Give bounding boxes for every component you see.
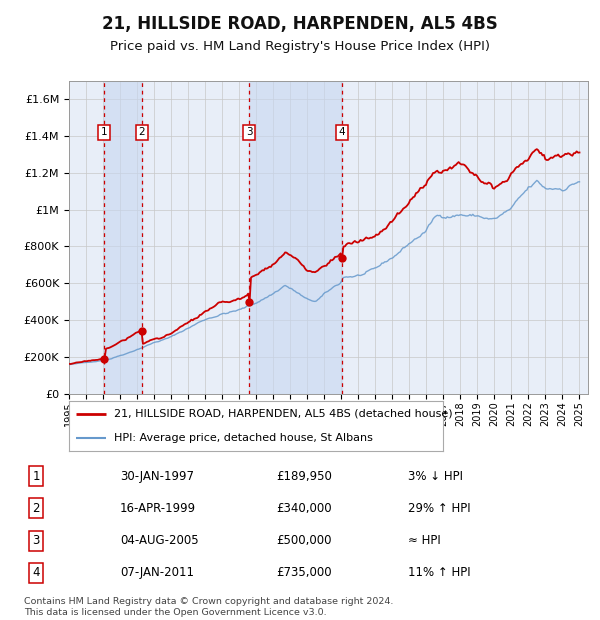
Text: 1: 1 (101, 127, 108, 137)
Text: £189,950: £189,950 (276, 470, 332, 482)
Text: Price paid vs. HM Land Registry's House Price Index (HPI): Price paid vs. HM Land Registry's House … (110, 40, 490, 53)
Text: HPI: Average price, detached house, St Albans: HPI: Average price, detached house, St A… (114, 433, 373, 443)
Text: 07-JAN-2011: 07-JAN-2011 (120, 567, 194, 579)
Text: 4: 4 (338, 127, 345, 137)
Text: 11% ↑ HPI: 11% ↑ HPI (408, 567, 470, 579)
Text: £500,000: £500,000 (276, 534, 331, 547)
Text: 04-AUG-2005: 04-AUG-2005 (120, 534, 199, 547)
Text: 30-JAN-1997: 30-JAN-1997 (120, 470, 194, 482)
Text: £735,000: £735,000 (276, 567, 332, 579)
Text: 29% ↑ HPI: 29% ↑ HPI (408, 502, 470, 515)
Text: £340,000: £340,000 (276, 502, 332, 515)
Text: 3: 3 (32, 534, 40, 547)
Text: Contains HM Land Registry data © Crown copyright and database right 2024.
This d: Contains HM Land Registry data © Crown c… (24, 598, 394, 617)
Text: 21, HILLSIDE ROAD, HARPENDEN, AL5 4BS (detached house): 21, HILLSIDE ROAD, HARPENDEN, AL5 4BS (d… (114, 409, 452, 419)
Text: 2: 2 (32, 502, 40, 515)
Text: 16-APR-1999: 16-APR-1999 (120, 502, 196, 515)
Bar (104, 81, 142, 394)
Text: 2: 2 (139, 127, 145, 137)
Text: ≈ HPI: ≈ HPI (408, 534, 441, 547)
Text: 1: 1 (32, 470, 40, 482)
Text: 3: 3 (246, 127, 253, 137)
Text: 4: 4 (32, 567, 40, 579)
Text: 3% ↓ HPI: 3% ↓ HPI (408, 470, 463, 482)
Text: 21, HILLSIDE ROAD, HARPENDEN, AL5 4BS: 21, HILLSIDE ROAD, HARPENDEN, AL5 4BS (102, 16, 498, 33)
Bar (249, 81, 341, 394)
